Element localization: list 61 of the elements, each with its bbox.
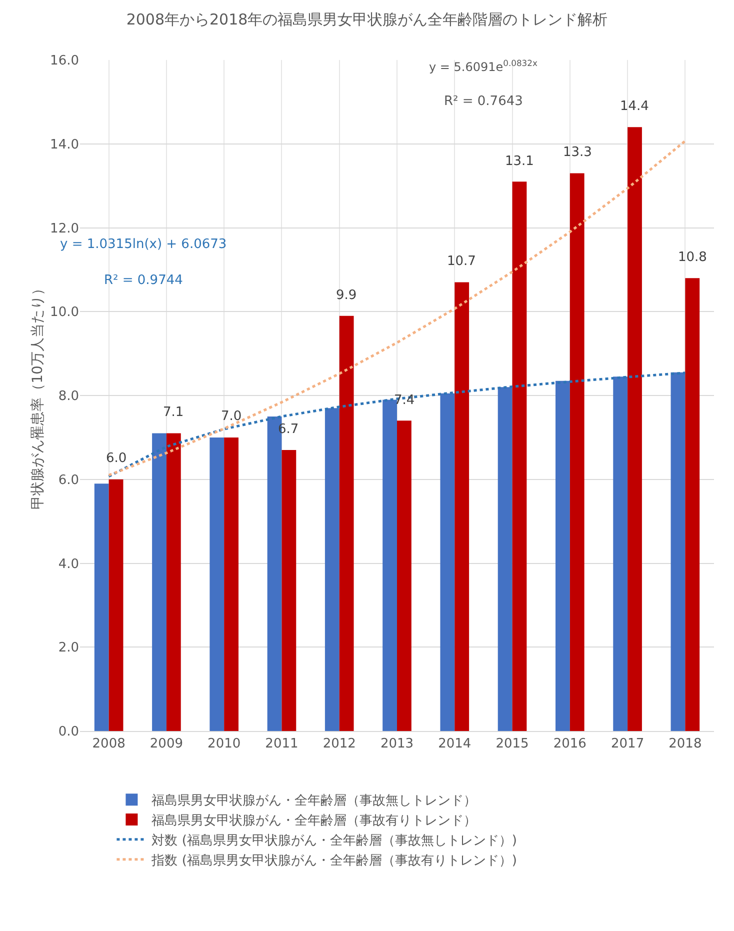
bar — [324, 408, 340, 731]
bar — [166, 433, 181, 731]
y-tick-label: 6.0 — [58, 472, 79, 488]
annotation: y = 5.6091e$^{0.0832x}$ — [429, 58, 538, 74]
x-tick-label: 2018 — [668, 736, 702, 752]
bar — [498, 387, 512, 731]
x-tick-label: 2010 — [208, 736, 241, 752]
y-axis-title: 甲状腺がん罹患率（10万人当たり） — [30, 282, 46, 510]
data-label: 10.7 — [447, 254, 476, 269]
annotation: y = 1.0315ln(x) + 6.0673 — [60, 237, 227, 252]
x-tick-label: 2015 — [496, 736, 529, 752]
bar — [628, 127, 642, 731]
bar — [152, 433, 166, 731]
bar — [397, 420, 412, 731]
y-tick-label: 0.0 — [58, 724, 79, 740]
bar — [670, 372, 686, 731]
data-label: 13.1 — [505, 154, 534, 169]
y-tick-label: 8.0 — [58, 389, 79, 404]
line-series — [108, 372, 686, 478]
x-tick-label: 2013 — [380, 736, 414, 752]
bar — [94, 484, 109, 731]
bar — [382, 400, 397, 731]
bar — [512, 182, 527, 731]
x-tick-label: 2009 — [150, 736, 183, 752]
data-label: 9.9 — [336, 288, 357, 303]
y-tick-label: 12.0 — [50, 221, 79, 236]
legend-label: 福島県男女甲状腺がん・全年齢層（事故有りトレンド） — [152, 814, 477, 829]
bar — [339, 316, 354, 731]
bar — [224, 437, 238, 731]
y-tick-label: 4.0 — [58, 556, 79, 572]
bar — [613, 376, 628, 731]
bar — [210, 437, 224, 731]
bar — [570, 173, 584, 731]
y-tick-label: 2.0 — [58, 640, 79, 656]
y-tick-label: 16.0 — [50, 54, 79, 69]
data-label: 13.3 — [563, 145, 592, 160]
bar — [685, 278, 700, 731]
x-tick-label: 2008 — [92, 736, 126, 752]
x-tick-label: 2016 — [553, 736, 586, 752]
x-tick-label: 2014 — [438, 736, 472, 752]
x-tick-label: 2017 — [611, 736, 644, 752]
data-label: 14.4 — [620, 99, 649, 114]
annotation: R² = 0.9744 — [104, 273, 183, 288]
data-label: 7.1 — [163, 405, 184, 420]
x-tick-label: 2012 — [322, 736, 356, 752]
legend-label: 指数 (福島県男女甲状腺がん・全年齢層（事故有りトレンド）) — [150, 853, 517, 868]
data-label: 7.0 — [221, 409, 242, 424]
bar — [454, 282, 470, 731]
legend-label: 福島県男女甲状腺がん・全年齢層（事故無しトレンド） — [152, 794, 477, 809]
bar — [282, 450, 296, 731]
data-label: 6.0 — [106, 451, 127, 466]
bar — [556, 380, 570, 731]
legend-label: 対数 (福島県男女甲状腺がん・全年齢層（事故無しトレンド）) — [152, 832, 517, 848]
bar — [440, 393, 455, 731]
y-tick-label: 14.0 — [50, 137, 79, 152]
chart-title: 2008年から2018年の福島県男女甲状腺がん全年齢階層のトレンド解析 — [126, 10, 608, 28]
annotation: R² = 0.7643 — [444, 94, 523, 109]
data-label: 10.8 — [678, 250, 707, 265]
y-tick-label: 10.0 — [50, 305, 79, 320]
bar — [108, 479, 124, 731]
x-tick-label: 2011 — [265, 736, 298, 752]
